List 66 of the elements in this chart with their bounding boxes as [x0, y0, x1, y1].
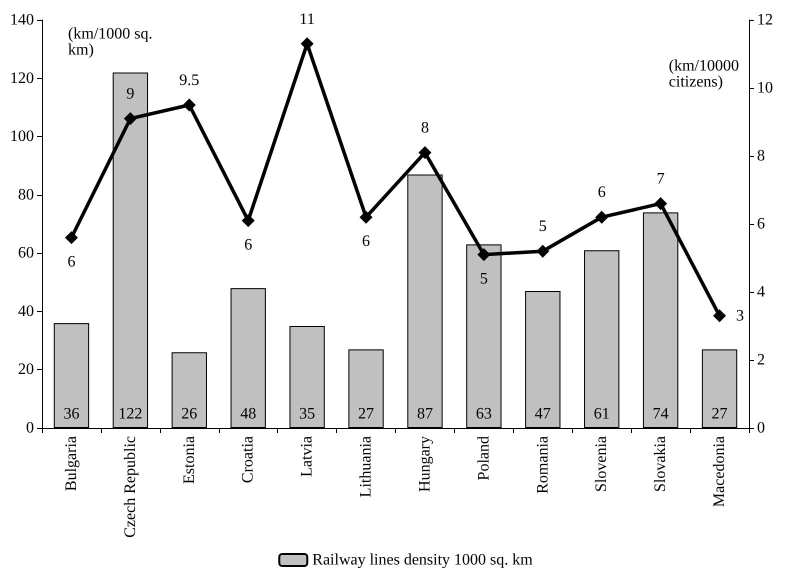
data-label: 87: [416, 406, 433, 422]
point: [418, 146, 432, 160]
data-label: 11: [299, 10, 315, 28]
point: [64, 231, 78, 244]
point: [713, 309, 726, 322]
y-axis-title: (km/1000 sq. km): [68, 26, 156, 58]
point: [300, 37, 314, 50]
y2-tick-label: 8: [757, 148, 765, 164]
point: [124, 112, 137, 126]
data-label: 48: [240, 406, 256, 422]
y-tick-label: 120: [10, 70, 34, 87]
x-tick-label: Croatia: [240, 436, 257, 484]
y-tick-label: 140: [10, 12, 34, 28]
data-label: 8: [420, 120, 429, 137]
x-tick-label: Macedonia: [711, 436, 728, 508]
y-tick-label: 80: [18, 186, 34, 204]
y2-tick-label: 10: [757, 80, 773, 96]
x-tick-label: Hungary: [416, 436, 434, 492]
y-tick-label: 20: [18, 361, 34, 378]
point: [182, 98, 196, 112]
y2-tick-label: 0: [757, 420, 765, 436]
data-label: 6: [67, 254, 76, 271]
y-tick-label: 100: [10, 128, 34, 146]
point: [536, 244, 550, 258]
data-label: 63: [476, 406, 492, 422]
point: [242, 214, 255, 228]
y2-tick-label: 2: [757, 352, 765, 368]
x-tick-label: Latvia: [298, 436, 316, 477]
y-tick-label: 40: [18, 302, 34, 320]
data-label: 6: [244, 236, 252, 254]
data-label: 122: [118, 406, 142, 422]
legend-label: Railway lines density 1000 sq. km: [312, 552, 534, 568]
y-tick-label: 60: [18, 244, 34, 262]
data-label: 27: [358, 406, 374, 422]
x-tick-label: Lithuania: [358, 436, 375, 498]
x-tick-label: Estonia: [180, 436, 198, 484]
y2-tick-label: 6: [757, 216, 765, 232]
data-label: 27: [712, 406, 728, 422]
data-label: 6: [598, 184, 606, 202]
data-label: 6: [362, 233, 370, 250]
y2-tick-label: 12: [757, 12, 773, 28]
x-tick-label: Czech Republic: [122, 436, 139, 538]
data-label: 74: [652, 406, 669, 422]
data-label: 5: [538, 218, 547, 236]
data-label: 61: [594, 406, 610, 422]
data-label: 35: [299, 406, 316, 422]
y-tick-label: 0: [26, 420, 34, 436]
y2-axis-title: (km/10000 citizens): [668, 58, 743, 90]
x-tick-label: Poland: [475, 436, 492, 480]
data-label: 9.5: [179, 72, 200, 89]
data-label: 26: [181, 406, 198, 422]
data-label: 47: [534, 406, 551, 422]
point: [360, 210, 373, 224]
x-tick-label: Bulgaria: [62, 436, 80, 492]
point: [595, 210, 608, 224]
point: [477, 248, 490, 262]
x-tick-label: Slovenia: [593, 436, 610, 492]
data-label: 9: [126, 86, 134, 103]
x-tick-label: Romania: [534, 436, 552, 494]
y2-tick-label: 4: [757, 284, 765, 300]
x-tick-label: Slovakia: [652, 436, 670, 492]
data-label: 3: [736, 307, 744, 324]
data-label: 36: [63, 406, 80, 422]
data-label: 7: [656, 170, 665, 188]
point: [654, 197, 668, 210]
data-label: 5: [480, 270, 488, 288]
